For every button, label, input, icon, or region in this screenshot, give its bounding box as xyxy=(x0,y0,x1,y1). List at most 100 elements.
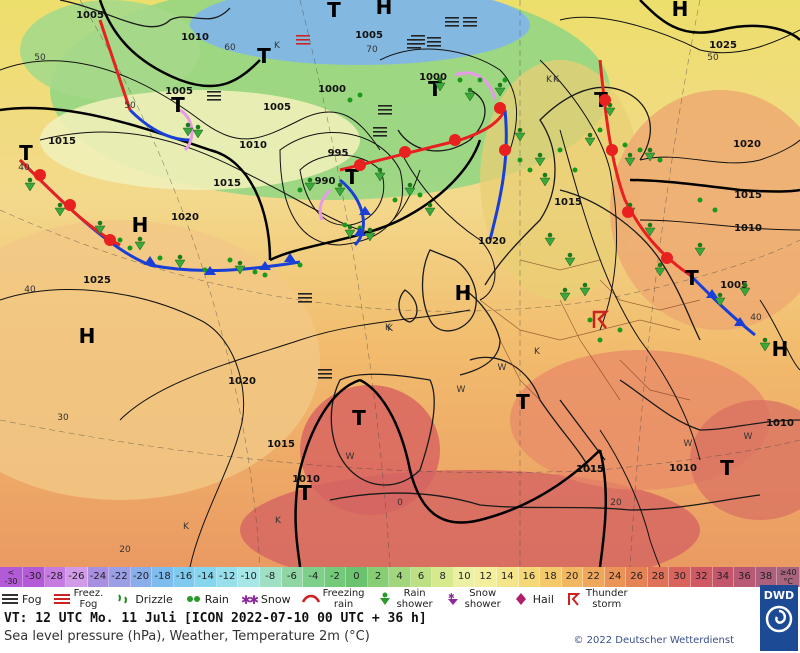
warm-front-semicircle xyxy=(661,252,673,264)
freezing-fog-icon xyxy=(296,35,310,45)
scale-cell: -2 xyxy=(324,567,347,587)
legend-label: Rain shower xyxy=(396,588,433,610)
temperature-isoline-label: 50 xyxy=(34,53,46,63)
scale-cell: -18 xyxy=(152,567,174,587)
scale-cell: 16 xyxy=(518,567,541,587)
scale-cell: -10 xyxy=(238,567,261,587)
rain-icon xyxy=(697,197,703,203)
rain-shower-icon xyxy=(759,337,771,352)
cold-arctic-area xyxy=(190,0,530,65)
rain-icon xyxy=(457,77,463,83)
warm-front-semicircle xyxy=(494,102,506,114)
air-mass-letter: K xyxy=(183,522,190,532)
scale-cell: 30 xyxy=(669,567,691,587)
isobar-label: 1005 xyxy=(263,102,291,113)
cold-front-triangle xyxy=(144,256,156,265)
fog-icon xyxy=(445,17,459,27)
rain-icon xyxy=(183,592,203,606)
rain-icon xyxy=(617,327,623,333)
legend-item-hail: Hail xyxy=(511,592,554,606)
legend-item-snow: ✱ ✱ Snow xyxy=(239,592,291,607)
isobar-label: 1010 xyxy=(669,463,697,474)
air-mass-letter: K xyxy=(275,516,282,526)
rain-shower-icon xyxy=(624,152,636,167)
legend-label: Freez. Fog xyxy=(73,588,104,610)
isobar-label: 1005 xyxy=(165,86,193,97)
freezing-fog-icon xyxy=(52,592,72,606)
cold-front-triangle xyxy=(706,289,718,298)
scale-cell: 12 xyxy=(475,567,498,587)
rain-shower-icon xyxy=(739,282,751,297)
rain-shower-icon xyxy=(134,236,146,251)
north-africa-hot xyxy=(240,470,700,567)
legend-label: Snow xyxy=(260,592,291,606)
rain-shower-icon xyxy=(564,252,576,267)
scale-cell: 36 xyxy=(734,567,756,587)
isobar-label: 1020 xyxy=(478,236,506,247)
scale-cell: 34 xyxy=(712,567,735,587)
svg-text:✱: ✱ xyxy=(241,593,251,606)
rain-shower-icon xyxy=(514,127,526,142)
air-mass-letter: W xyxy=(498,363,507,373)
legend-label: Hail xyxy=(532,592,554,606)
warm-front-semicircle xyxy=(64,199,76,211)
scale-cell: -28 xyxy=(44,567,67,587)
scale-cell: -14 xyxy=(195,567,217,587)
low-pressure-center: T xyxy=(19,141,33,165)
rain-shower-icon xyxy=(494,82,506,97)
isobar-label: 1010 xyxy=(292,474,320,485)
rain-icon xyxy=(527,167,533,173)
temperature-isoline-label: 0 xyxy=(397,498,403,508)
air-mass-letter: K xyxy=(274,41,281,51)
legend-item-fog: Fog xyxy=(0,592,42,606)
rain-icon xyxy=(637,147,643,153)
isobar-label: 990 xyxy=(315,176,336,187)
map-description: Sea level pressure (hPa), Weather, Tempe… xyxy=(4,629,370,644)
cold-front-triangle xyxy=(734,317,746,326)
scale-cell: 18 xyxy=(540,567,562,587)
temperature-isoline-label: 70 xyxy=(366,45,378,55)
snow-shower-icon: ✱ xyxy=(443,592,463,606)
rain-icon xyxy=(557,147,563,153)
scale-cell: 28 xyxy=(647,567,670,587)
rain-shower-icon xyxy=(464,87,476,102)
rain-shower-icon xyxy=(54,202,66,217)
fog-icon xyxy=(463,17,477,27)
rain-shower-icon xyxy=(534,152,546,167)
warm-front-semicircle xyxy=(34,169,46,181)
temperature-isoline-label: 20 xyxy=(610,498,622,508)
fog-icon xyxy=(373,127,387,137)
isobar-label: 1015 xyxy=(734,190,762,201)
rain-shower-icon xyxy=(424,202,436,217)
fog-icon xyxy=(0,592,20,606)
air-mass-letter: W xyxy=(744,432,753,442)
rain-icon xyxy=(417,192,423,198)
rain-icon xyxy=(252,269,258,275)
country-borders xyxy=(479,259,701,401)
isobar-label: 1015 xyxy=(576,464,604,475)
cold-front-triangle xyxy=(359,206,371,215)
major-isobars xyxy=(0,0,800,567)
legend-item-rain-shower: Rain shower xyxy=(375,588,433,610)
isobar-label: 1015 xyxy=(213,178,241,189)
scale-below-min-top: < xyxy=(7,568,15,577)
rain-icon xyxy=(347,97,353,103)
svg-text:✱: ✱ xyxy=(249,593,259,606)
scale-cell: 24 xyxy=(604,567,627,587)
scale-above-max-top: ≥40 xyxy=(779,568,797,577)
temperature-isoline-label: 40 xyxy=(18,163,30,173)
rain-icon xyxy=(622,142,628,148)
warm-front-semicircle xyxy=(622,206,634,218)
legend-item-drizzle: Drizzle xyxy=(113,592,173,606)
rain-icon xyxy=(712,207,718,213)
warm-front-semicircle xyxy=(354,159,366,171)
snow-icon: ✱ ✱ xyxy=(239,592,259,607)
rain-shower-icon xyxy=(364,227,376,242)
air-mass-letter: W xyxy=(457,385,466,395)
legend-label: Snow shower xyxy=(464,588,501,610)
rain-icon xyxy=(572,167,578,173)
scale-cell: 6 xyxy=(410,567,433,587)
isobar-label: 1020 xyxy=(733,139,761,150)
scale-cell: 8 xyxy=(432,567,454,587)
high-pressure-center: H xyxy=(455,281,472,305)
